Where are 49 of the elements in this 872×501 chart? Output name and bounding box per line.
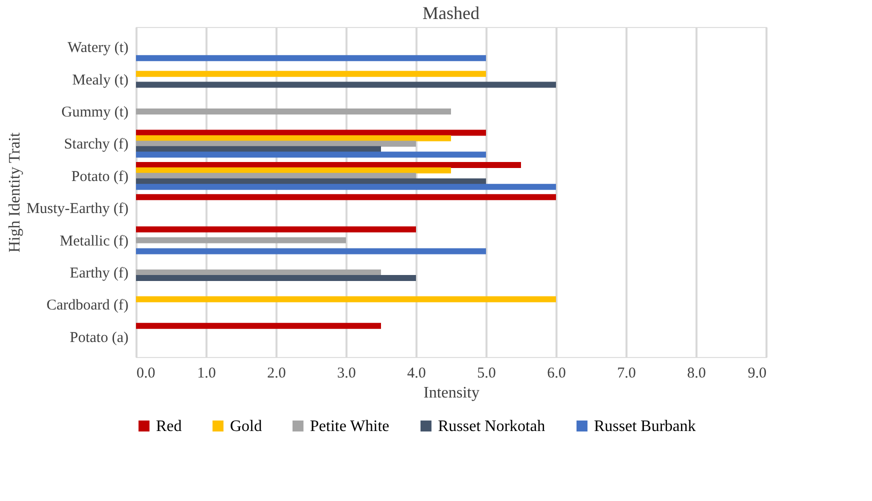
- bar: [136, 172, 416, 179]
- bar: [136, 146, 381, 152]
- bar: [136, 135, 451, 142]
- chart-title: Mashed: [422, 3, 480, 23]
- bar: [136, 82, 556, 88]
- bar: [136, 274, 416, 281]
- bar: [136, 194, 556, 200]
- y-tick-label: Potato (a): [70, 330, 129, 346]
- y-axis-title: High Identity Trait: [6, 132, 24, 253]
- bar: [136, 55, 486, 62]
- legend-label: Red: [156, 418, 182, 435]
- x-axis-title: Intensity: [424, 384, 480, 402]
- x-tick-label: 5.0: [477, 366, 496, 382]
- y-tick-label: Cardboard (f): [46, 298, 129, 314]
- bar: [136, 296, 556, 302]
- y-tick-label: Metallic (f): [60, 233, 128, 250]
- y-tick-label: Gummy (t): [61, 104, 128, 121]
- bar: [136, 184, 556, 190]
- x-tick-label: 9.0: [748, 366, 766, 382]
- x-tick-label: 8.0: [687, 366, 706, 382]
- bar: [136, 237, 346, 244]
- y-tick-label: Musty-Earthy (f): [26, 201, 128, 218]
- legend-label: Petite White: [310, 418, 390, 435]
- bar: [136, 162, 521, 168]
- x-tick-label: 6.0: [547, 366, 566, 382]
- y-tick-label: Earthy (f): [70, 265, 129, 282]
- y-tick-label: Watery (t): [68, 40, 129, 56]
- legend-label: Russet Norkotah: [438, 418, 546, 435]
- bar: [136, 226, 416, 232]
- bar: [136, 167, 451, 174]
- y-tick-label: Potato (f): [71, 168, 128, 185]
- bar: [136, 178, 486, 184]
- bar: [136, 152, 486, 158]
- x-tick-label: 1.0: [197, 366, 216, 382]
- y-tick-label: Mealy (t): [72, 72, 128, 88]
- bar: [136, 248, 486, 254]
- bar: [136, 108, 451, 115]
- legend-label: Russet Burbank: [594, 418, 696, 435]
- y-tick-label: Starchy (f): [64, 136, 128, 153]
- legend-label: Gold: [230, 418, 262, 435]
- bar: [136, 140, 416, 147]
- bar: [136, 322, 381, 329]
- bar: [136, 70, 486, 77]
- x-tick-label: 3.0: [337, 366, 356, 382]
- x-tick-label: 7.0: [617, 366, 636, 382]
- x-tick-label: 4.0: [407, 366, 426, 382]
- x-tick-label: 0.0: [136, 366, 156, 382]
- bar: [136, 269, 381, 276]
- x-tick-label: 2.0: [267, 366, 286, 382]
